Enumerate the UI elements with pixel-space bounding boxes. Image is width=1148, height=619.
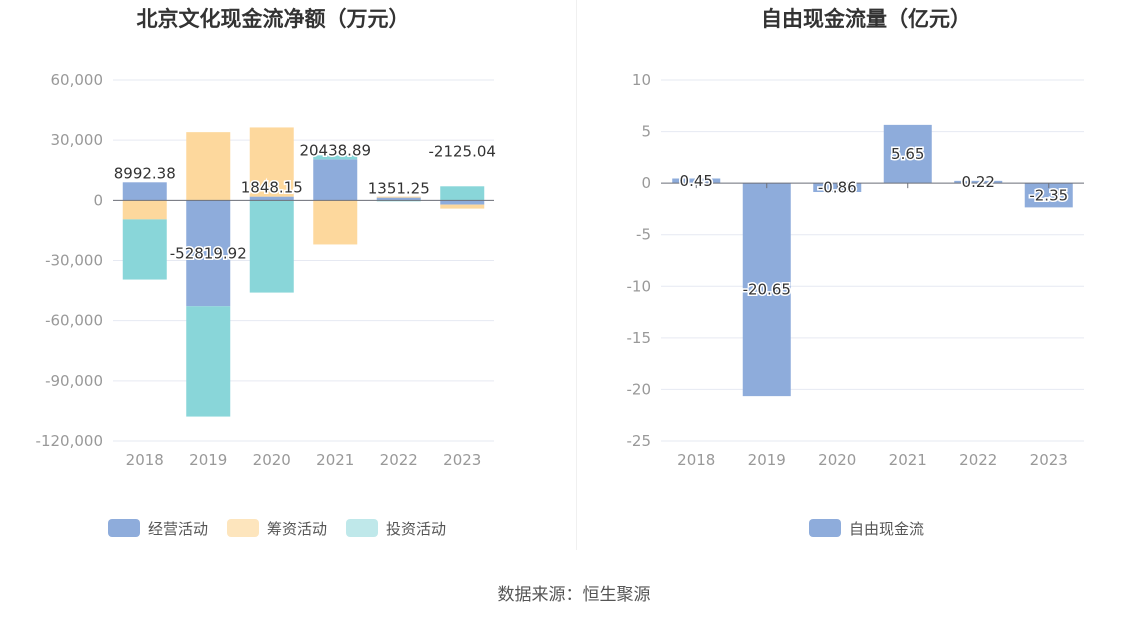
bar-2	[249, 127, 294, 197]
bar-2	[376, 196, 421, 198]
legend-item: 自由现金流	[809, 519, 924, 538]
bar	[672, 178, 721, 184]
y-tick-label: -25	[627, 432, 652, 450]
y-tick-label: 10	[632, 71, 651, 89]
data-label: 1848.15	[241, 179, 303, 197]
chart-title: 北京文化现金流净额（万元）	[137, 7, 410, 31]
x-tick-label: 2021	[316, 451, 354, 469]
x-tick-label: 2022	[380, 451, 418, 469]
bar-2	[122, 200, 167, 220]
y-tick-label: -15	[627, 329, 652, 347]
chart-title: 自由现金流量（亿元）	[761, 7, 971, 31]
y-tick-label: -5	[636, 226, 651, 244]
bar-2	[440, 204, 485, 209]
y-tick-label: -60,000	[45, 312, 103, 330]
bar-3	[186, 306, 231, 417]
y-tick-label: -90,000	[45, 372, 103, 390]
legend-item: 筹资活动	[227, 519, 327, 538]
y-tick-label: -20	[627, 380, 652, 398]
legend-label: 自由现金流	[849, 520, 924, 538]
data-label: -52819.92	[170, 244, 247, 262]
y-tick-label: 60,000	[51, 71, 104, 89]
legend: 经营活动 筹资活动 投资活动	[108, 519, 446, 538]
data-label: 8992.38	[114, 164, 176, 182]
bar	[954, 180, 1003, 184]
bar-1	[122, 182, 167, 201]
fcf-chart-panel: 自由现金流量（亿元） 10 5 0 -5 -10 -15 -20 -25 2018 2019 2020…	[577, 0, 1148, 560]
bar-1	[249, 196, 294, 201]
data-label: -20.65	[743, 281, 791, 299]
y-tick-label: -120,000	[36, 432, 103, 450]
y-tick-label: 5	[641, 123, 651, 141]
legend-item: 投资活动	[346, 519, 446, 538]
bar-3	[249, 200, 294, 293]
x-tick-label: 2023	[443, 451, 481, 469]
y-tick-label: -30,000	[45, 252, 103, 270]
data-label: 5.65	[891, 145, 924, 163]
data-label: -0.86	[818, 179, 857, 197]
legend-item: 经营活动	[108, 519, 208, 538]
cashflow-chart-panel: 北京文化现金流净额（万元） 60,000 30,000 0 -30,000 -60,000…	[0, 0, 576, 560]
legend-label: 经营活动	[148, 520, 208, 538]
bar	[883, 124, 932, 184]
bar-3	[376, 200, 421, 202]
y-tick-label: 30,000	[51, 131, 104, 149]
legend-swatch	[108, 519, 140, 537]
bar-1	[186, 200, 231, 307]
x-tick-label: 2021	[889, 451, 927, 469]
y-tick-label: 0	[93, 191, 103, 209]
legend-swatch	[346, 519, 378, 537]
x-tick-label: 2019	[189, 451, 227, 469]
x-tick-label: 2022	[959, 451, 997, 469]
panel-divider	[576, 0, 577, 550]
legend-swatch	[809, 519, 841, 537]
data-label: 20438.89	[299, 141, 371, 159]
data-label: 0.22	[962, 173, 995, 191]
legend-label: 投资活动	[386, 520, 446, 538]
x-tick-label: 2020	[818, 451, 856, 469]
x-tick-label: 2019	[748, 451, 786, 469]
x-tick-label: 2020	[253, 451, 291, 469]
data-label: 1351.25	[368, 180, 430, 198]
x-tick-label: 2018	[126, 451, 164, 469]
legend-swatch	[227, 519, 259, 537]
data-source: 数据来源：恒生聚源	[497, 585, 651, 605]
bar-1	[440, 200, 485, 205]
bar	[742, 183, 791, 397]
data-label: -2125.04	[429, 143, 496, 161]
bar-1	[313, 159, 358, 201]
data-label: 0.45	[680, 172, 713, 190]
bar-3	[313, 155, 358, 160]
y-tick-label: -10	[627, 277, 652, 295]
bar-3	[122, 219, 167, 280]
x-tick-label: 2023	[1030, 451, 1068, 469]
bar-3	[440, 186, 485, 201]
fcf-chart: 自由现金流量（亿元） 10 5 0 -5 -10 -15 -20 -25 2018 2019 2020…	[627, 7, 1084, 538]
bar-1	[376, 197, 421, 201]
y-tick-label: 0	[641, 174, 651, 192]
legend-label: 筹资活动	[267, 520, 327, 538]
cashflow-chart: 北京文化现金流净额（万元） 60,000 30,000 0 -30,000 -60,000…	[36, 7, 498, 538]
legend: 自由现金流	[809, 519, 924, 538]
x-tick-label: 2018	[677, 451, 715, 469]
bar-2	[313, 200, 358, 245]
data-label: -2.35	[1029, 186, 1068, 204]
bar-2	[186, 132, 231, 201]
